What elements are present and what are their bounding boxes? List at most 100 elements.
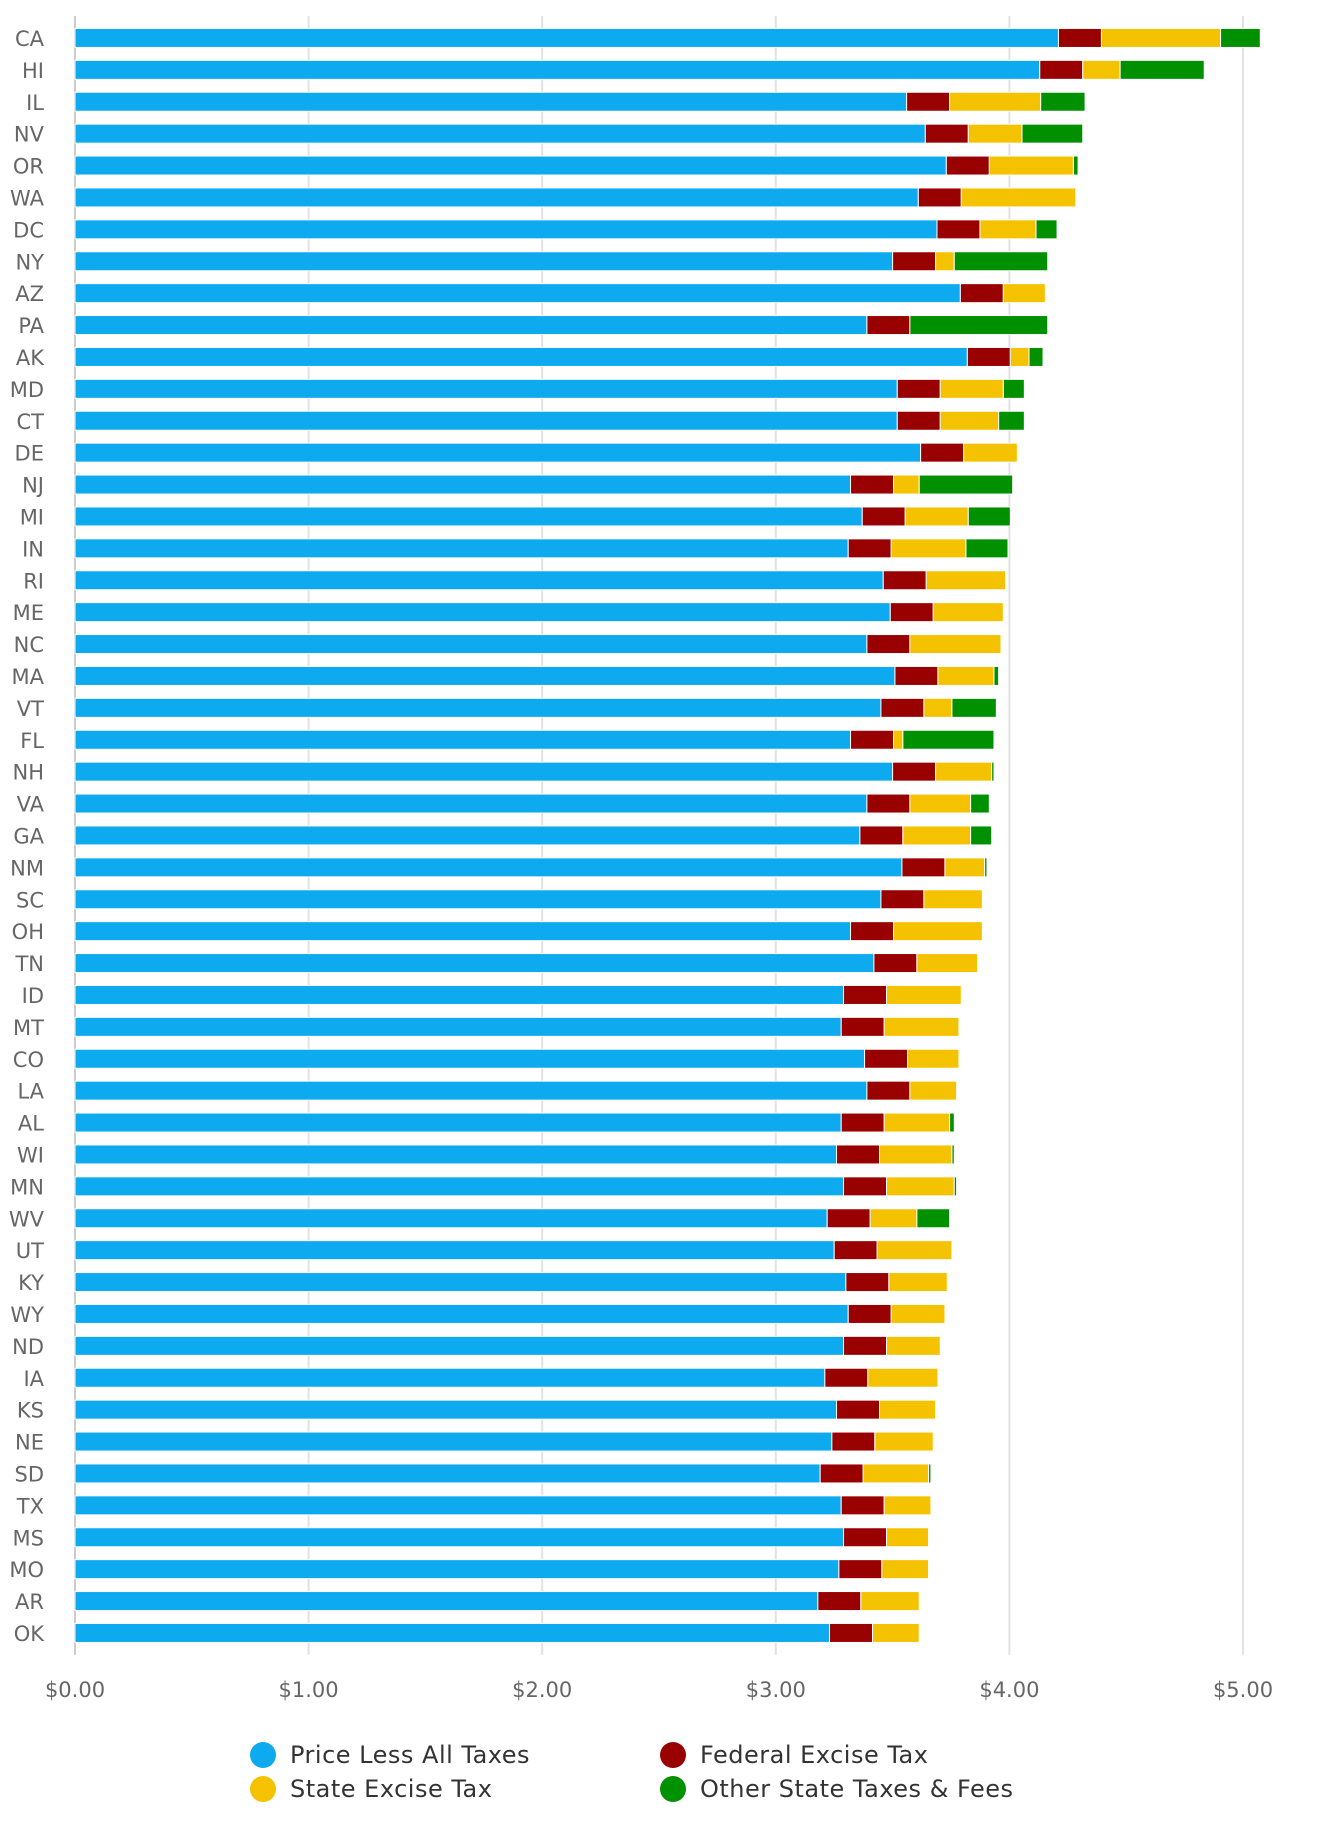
legend-item-federal[interactable]: Federal Excise Tax <box>660 1738 928 1772</box>
bar-segment <box>74 1208 828 1229</box>
bar-segment <box>74 1048 866 1069</box>
bar-segment <box>74 570 884 591</box>
bar-segment <box>1028 346 1044 367</box>
bar-segment <box>860 1591 920 1612</box>
bar-segment <box>74 442 922 463</box>
bar-segment <box>74 187 919 208</box>
bar-segment <box>831 1431 876 1452</box>
bar-segment <box>923 697 953 718</box>
bar-segment <box>896 410 941 431</box>
bar-segment <box>847 1303 892 1324</box>
bar-segment <box>967 506 1011 527</box>
bar-segment <box>883 1112 951 1133</box>
bar-segment <box>896 378 941 399</box>
bar-segment <box>74 506 863 527</box>
y-tick-label: IA <box>23 1367 44 1391</box>
bar-segment <box>74 346 968 367</box>
bar-segment <box>74 1016 842 1037</box>
bar-segment <box>920 442 965 463</box>
legend-item-state[interactable]: State Excise Tax <box>250 1772 492 1806</box>
y-tick-label: AR <box>15 1590 44 1614</box>
bar-segment <box>998 410 1025 431</box>
bar-segment <box>906 91 951 112</box>
bar-segment <box>965 538 1009 559</box>
bar-segment <box>1035 219 1058 240</box>
bar-segment <box>850 729 895 750</box>
bar-segment <box>937 665 995 686</box>
bar-segment <box>843 1176 888 1197</box>
y-tick-label: GA <box>13 824 44 848</box>
y-tick-label: SD <box>14 1462 44 1486</box>
bar-segment <box>970 793 990 814</box>
bar-segment <box>881 1559 930 1580</box>
y-tick-label: OH <box>12 920 44 944</box>
bar-segment <box>845 1272 890 1293</box>
bar-segment <box>945 155 990 176</box>
legend-item-price[interactable]: Price Less All Taxes <box>250 1738 530 1772</box>
y-tick-label: NM <box>10 856 44 880</box>
y-tick-label: OR <box>13 155 44 179</box>
bar-segment <box>993 665 1000 686</box>
bar-segment <box>74 410 898 431</box>
bar-segment <box>74 1272 847 1293</box>
legend: Price Less All Taxes Federal Excise Tax … <box>250 1738 1150 1818</box>
bar-segment <box>843 984 888 1005</box>
bar-segment <box>883 1016 960 1037</box>
y-tick-label: LA <box>17 1080 44 1104</box>
bar-segment <box>866 793 911 814</box>
bar-segment <box>966 346 1011 367</box>
legend-swatch-price <box>250 1742 276 1768</box>
bar-segment <box>74 761 894 782</box>
y-tick-label: DE <box>15 442 44 466</box>
y-tick-label: MD <box>10 378 44 402</box>
bar-segment <box>74 1303 849 1324</box>
y-tick-label: RI <box>23 569 44 593</box>
bar-segment <box>74 984 845 1005</box>
bar-segment <box>939 378 1004 399</box>
bar-segment <box>967 123 1023 144</box>
y-tick-label: AL <box>18 1112 44 1136</box>
bar-segment <box>886 1176 955 1197</box>
bar-segment <box>979 219 1037 240</box>
bar-segment <box>74 729 852 750</box>
bar-segment <box>874 1431 934 1452</box>
bar-segment <box>918 474 1014 495</box>
bar-segment <box>1100 27 1222 48</box>
x-tick-label: $4.00 <box>979 1678 1039 1702</box>
bar-segment <box>817 1591 862 1612</box>
bar-segment <box>944 857 986 878</box>
bar-segment <box>1057 27 1102 48</box>
bar-segment <box>1021 123 1084 144</box>
bar-segment <box>923 889 983 910</box>
legend-item-other[interactable]: Other State Taxes & Fees <box>660 1772 1014 1806</box>
bar-segment <box>970 825 993 846</box>
bar-segment <box>879 1144 953 1165</box>
bar-segment <box>1220 27 1261 48</box>
bar-segment <box>901 857 946 878</box>
bar-segment <box>74 1176 845 1197</box>
bar-segment <box>907 1048 960 1069</box>
bar-segment <box>1039 59 1084 80</box>
bar-segment <box>74 219 938 240</box>
bar-segment <box>886 1527 930 1548</box>
bar-segment <box>74 378 898 399</box>
bar-segment <box>74 1463 821 1484</box>
bar-segment <box>864 1048 909 1069</box>
bar-segment <box>886 1335 941 1356</box>
bar-segment <box>932 602 1004 623</box>
x-tick-label: $1.00 <box>279 1678 339 1702</box>
y-tick-label: ID <box>22 984 44 1008</box>
y-tick-label: MN <box>10 1175 44 1199</box>
bar-segment <box>838 1559 883 1580</box>
bar-segment <box>916 1208 951 1229</box>
bar-segment <box>949 1112 955 1133</box>
y-tick-label: WA <box>10 186 45 210</box>
x-tick-label: $0.00 <box>45 1678 105 1702</box>
bar-segment <box>862 1463 930 1484</box>
bar-segment <box>829 1622 874 1643</box>
bar-segment <box>869 1208 918 1229</box>
x-tick-label: $2.00 <box>512 1678 572 1702</box>
bar-segment <box>74 538 849 559</box>
bar-segment <box>850 474 895 495</box>
